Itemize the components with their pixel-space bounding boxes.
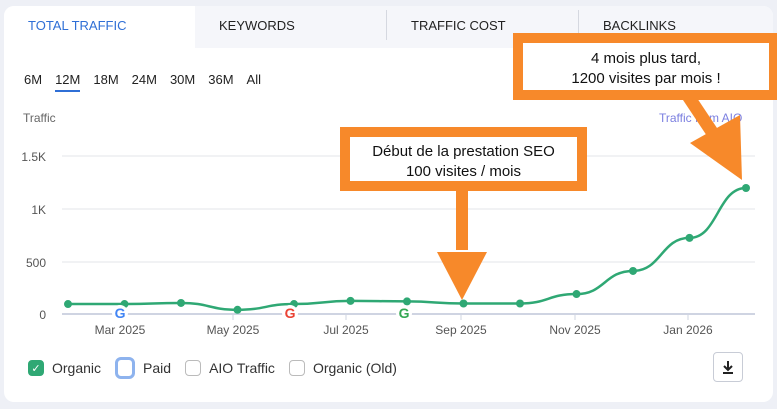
svg-text:1K: 1K bbox=[31, 203, 46, 217]
legend: ✓ Organic Paid AIO Traffic Organic (Old) bbox=[28, 357, 411, 379]
period-12m[interactable]: 12M bbox=[55, 72, 81, 92]
google-icon[interactable]: G bbox=[112, 305, 128, 321]
period-30m[interactable]: 30M bbox=[169, 72, 196, 87]
google-icon[interactable]: G bbox=[282, 305, 298, 321]
svg-text:Jul 2025: Jul 2025 bbox=[323, 323, 369, 337]
svg-text:1.5K: 1.5K bbox=[21, 150, 46, 164]
svg-text:Mar 2025: Mar 2025 bbox=[95, 323, 146, 337]
svg-text:G: G bbox=[285, 305, 296, 321]
annotation-result: 4 mois plus tard, 1200 visites par mois … bbox=[513, 33, 777, 100]
legend-label: Organic bbox=[52, 360, 102, 376]
data-point[interactable] bbox=[177, 298, 185, 307]
download-icon bbox=[723, 361, 733, 374]
tab-total-traffic[interactable]: TOTAL TRAFFIC bbox=[4, 6, 195, 48]
svg-text:500: 500 bbox=[26, 256, 46, 270]
organic-series-line bbox=[67, 186, 747, 312]
y-axis-title: Traffic bbox=[23, 111, 56, 125]
tab-bar: TOTAL TRAFFIC KEYWORDS TRAFFIC COST BACK… bbox=[4, 6, 773, 48]
svg-text:G: G bbox=[399, 305, 410, 321]
legend-paid[interactable]: Paid bbox=[115, 357, 171, 379]
google-update-markers: G G G bbox=[112, 305, 412, 321]
download-button[interactable] bbox=[713, 352, 743, 382]
svg-text:Sep 2025: Sep 2025 bbox=[435, 323, 487, 337]
tab-backlinks[interactable]: BACKLINKS bbox=[603, 18, 676, 33]
data-point[interactable] bbox=[403, 297, 411, 306]
annotation-text: 1200 visites par mois ! bbox=[571, 70, 721, 87]
data-point[interactable] bbox=[346, 296, 355, 305]
period-6m[interactable]: 6M bbox=[24, 72, 43, 87]
organic-series-points bbox=[64, 184, 750, 314]
tab-traffic-cost[interactable]: TRAFFIC COST bbox=[387, 6, 579, 48]
svg-text:Jan 2026: Jan 2026 bbox=[663, 323, 713, 337]
legend-aio-traffic[interactable]: AIO Traffic bbox=[185, 360, 275, 376]
period-36m[interactable]: 36M bbox=[208, 72, 234, 87]
period-all[interactable]: All bbox=[246, 72, 261, 87]
data-point[interactable] bbox=[742, 184, 750, 192]
data-point[interactable] bbox=[629, 266, 637, 275]
data-point[interactable] bbox=[64, 300, 72, 309]
checkbox-icon[interactable] bbox=[288, 360, 305, 376]
svg-text:0: 0 bbox=[39, 308, 46, 322]
annotation-text: Début de la prestation SEO bbox=[372, 143, 555, 160]
legend-label: Organic (Old) bbox=[312, 360, 397, 376]
period-selector: 6M 12M 18M 24M 30M 36M All bbox=[24, 72, 261, 92]
legend-organic[interactable]: ✓ Organic bbox=[28, 360, 101, 376]
period-24m[interactable]: 24M bbox=[131, 72, 157, 87]
legend-organic-old[interactable]: Organic (Old) bbox=[288, 360, 397, 376]
data-point[interactable] bbox=[572, 290, 581, 299]
checkbox-checked-icon[interactable]: ✓ bbox=[28, 360, 44, 376]
google-icon[interactable]: G bbox=[396, 305, 412, 321]
data-point[interactable] bbox=[459, 299, 468, 308]
data-point[interactable] bbox=[685, 233, 694, 242]
annotation-arrows bbox=[437, 92, 742, 300]
legend-label: AIO Traffic bbox=[209, 360, 275, 376]
y-axis-labels: 1.5K 1K 500 0 bbox=[21, 150, 46, 322]
tab-keywords[interactable]: KEYWORDS bbox=[195, 6, 387, 48]
legend-label: Paid bbox=[143, 360, 172, 376]
annotation-seo-start: Début de la prestation SEO 100 visites /… bbox=[340, 127, 587, 191]
x-axis-labels: Mar 2025 May 2025 Jul 2025 Sep 2025 Nov … bbox=[95, 323, 713, 337]
svg-text:May 2025: May 2025 bbox=[207, 323, 260, 337]
data-point[interactable] bbox=[233, 305, 242, 314]
svg-text:G: G bbox=[115, 305, 126, 321]
checkbox-icon[interactable] bbox=[115, 357, 136, 379]
checkbox-icon[interactable] bbox=[185, 360, 202, 376]
period-18m[interactable]: 18M bbox=[93, 72, 119, 87]
svg-text:Nov 2025: Nov 2025 bbox=[549, 323, 601, 337]
annotation-text: 4 mois plus tard, bbox=[590, 50, 702, 67]
annotation-text: 100 visites / mois bbox=[405, 163, 522, 180]
data-point[interactable] bbox=[516, 299, 524, 308]
